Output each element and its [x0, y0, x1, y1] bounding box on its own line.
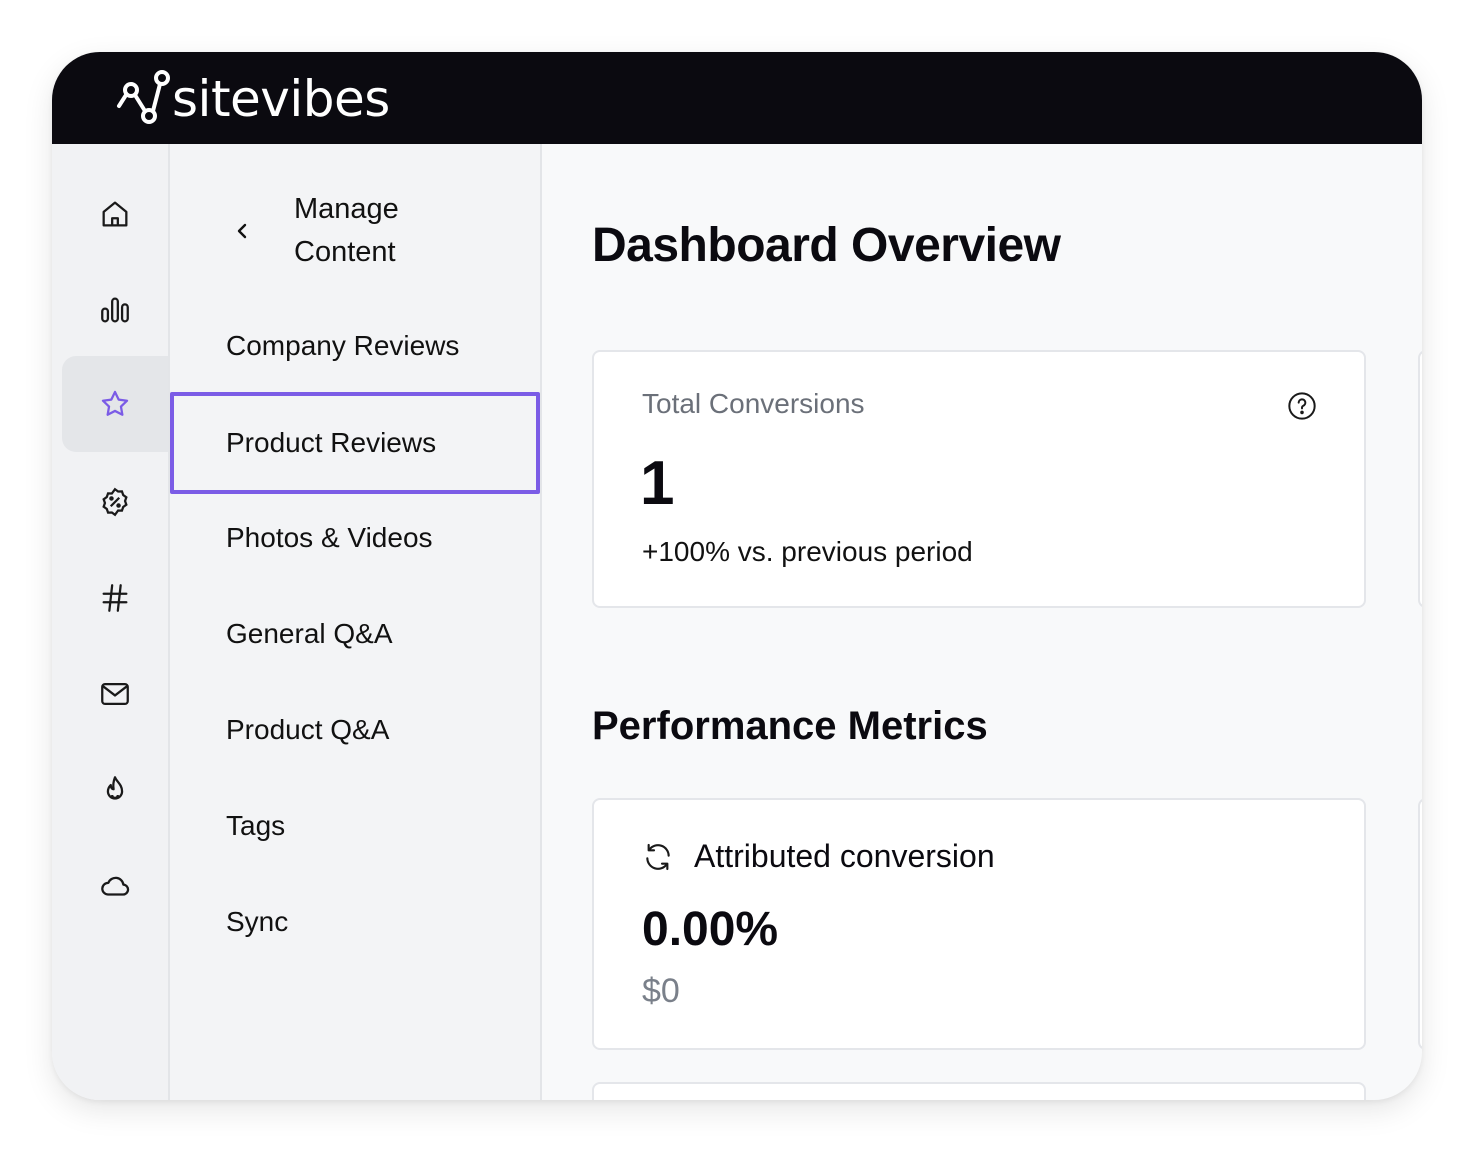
subnav-item-sync[interactable]: Sync: [226, 906, 289, 937]
attributed-conversion-label: Attributed conversion: [694, 838, 995, 874]
total-conversions-label: Total Conversions: [642, 388, 865, 419]
subnav-item-photos-videos[interactable]: Photos & Videos: [226, 522, 433, 553]
rail-item-analytics[interactable]: [62, 262, 168, 358]
subnav-item-tags[interactable]: Tags: [226, 810, 286, 841]
rail-item-discounts[interactable]: [62, 454, 168, 550]
back-row: Manage Content: [230, 188, 444, 274]
help-icon[interactable]: [1286, 390, 1318, 422]
cloud-icon: [101, 876, 130, 896]
subnav-title: Manage Content: [294, 193, 399, 268]
rail-item-reviews[interactable]: [62, 356, 168, 452]
performance-metrics-title: Performance Metrics: [592, 704, 988, 748]
attributed-conversion-header: Attributed conversion: [642, 838, 995, 875]
next-metric-card: [592, 1082, 1366, 1100]
subnav-item-product-reviews[interactable]: Product Reviews: [170, 392, 540, 494]
attributed-conversion-amount: $0: [642, 972, 680, 1010]
rail-item-email[interactable]: [62, 646, 168, 742]
refresh-icon: [646, 843, 670, 870]
rail-item-cloud[interactable]: [62, 838, 168, 934]
subnav-item-product-qa[interactable]: Product Q&A: [226, 714, 390, 745]
content-subnav: Manage Content Company Reviews Product R…: [170, 144, 542, 1100]
page-title: Dashboard Overview: [592, 219, 1061, 272]
flame-icon: [106, 776, 124, 800]
brand-logo[interactable]: sitevibes: [114, 56, 390, 136]
app-window: sitevibes: [52, 52, 1422, 1100]
subnav-item-general-qa[interactable]: General Q&A: [226, 618, 393, 649]
total-conversions-change: +100% vs. previous period: [642, 536, 973, 567]
rail-item-hashtags[interactable]: [62, 550, 168, 646]
mail-icon: [101, 682, 129, 706]
bar-chart-icon: [101, 297, 129, 323]
rail-item-loyalty[interactable]: [62, 742, 168, 838]
total-conversions-card: Total Conversions 1 +100% vs. previous p…: [592, 350, 1366, 608]
main-content: Dashboard Overview Total Conversions 1 +…: [542, 144, 1422, 1100]
attributed-conversion-card: Attributed conversion 0.00% $0: [592, 798, 1366, 1050]
home-icon: [102, 201, 128, 227]
brand-name: sitevibes: [172, 70, 390, 128]
next-metric-card-edge: [1418, 798, 1422, 1050]
icon-rail: [52, 144, 170, 1100]
discount-badge-icon: [102, 487, 128, 517]
rail-item-home[interactable]: [62, 166, 168, 262]
next-card-edge: [1418, 350, 1422, 608]
total-conversions-value: 1: [640, 449, 675, 518]
chevron-left-icon[interactable]: [230, 219, 254, 243]
star-icon: [101, 390, 129, 416]
logo-mark-icon: [117, 70, 170, 124]
hashtag-icon: [102, 584, 128, 612]
top-bar: sitevibes: [52, 52, 1422, 144]
attributed-conversion-value: 0.00%: [642, 903, 779, 956]
subnav-item-company-reviews[interactable]: Company Reviews: [226, 330, 460, 361]
